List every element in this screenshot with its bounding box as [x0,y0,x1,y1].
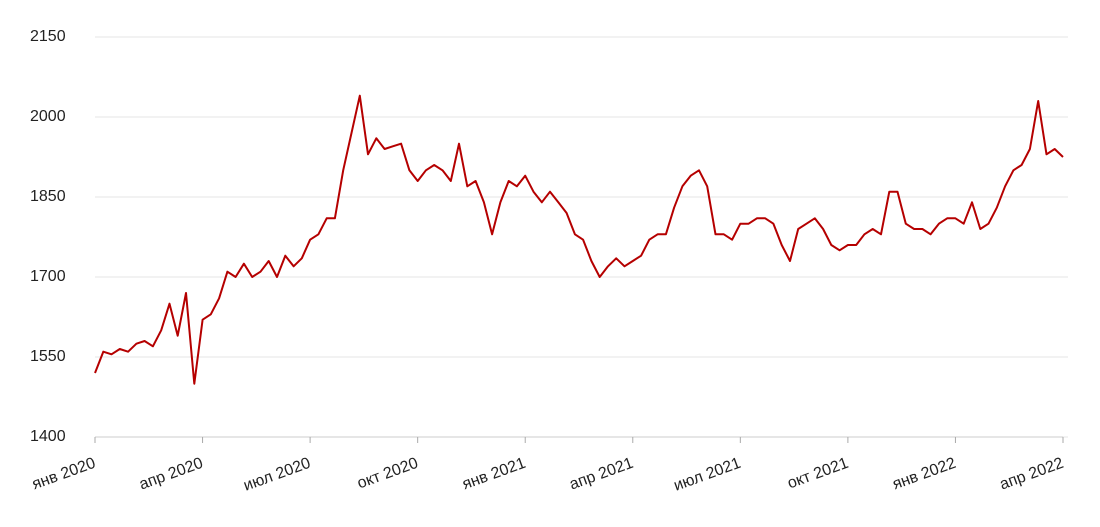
y-tick-label: 1400 [30,428,66,445]
y-tick-label: 1850 [30,188,66,205]
x-tick-label: апр 2020 [137,455,205,494]
x-tick-label: янв 2022 [890,455,958,494]
y-tick-label: 1550 [30,348,66,365]
x-tick-label: июл 2021 [672,455,744,495]
y-tick-label: 2150 [30,28,66,45]
x-tick-label: окт 2020 [355,455,421,493]
x-tick-label: окт 2021 [785,455,851,493]
y-tick-label: 2000 [30,108,66,125]
x-tick-label: янв 2021 [460,455,528,494]
y-tick-label: 1700 [30,268,66,285]
x-tick-label: апр 2022 [998,455,1066,494]
x-tick-label: янв 2020 [30,455,98,494]
x-tick-label: апр 2021 [567,455,635,494]
line [94,94,1064,385]
x-tick-label: июл 2020 [241,455,313,495]
